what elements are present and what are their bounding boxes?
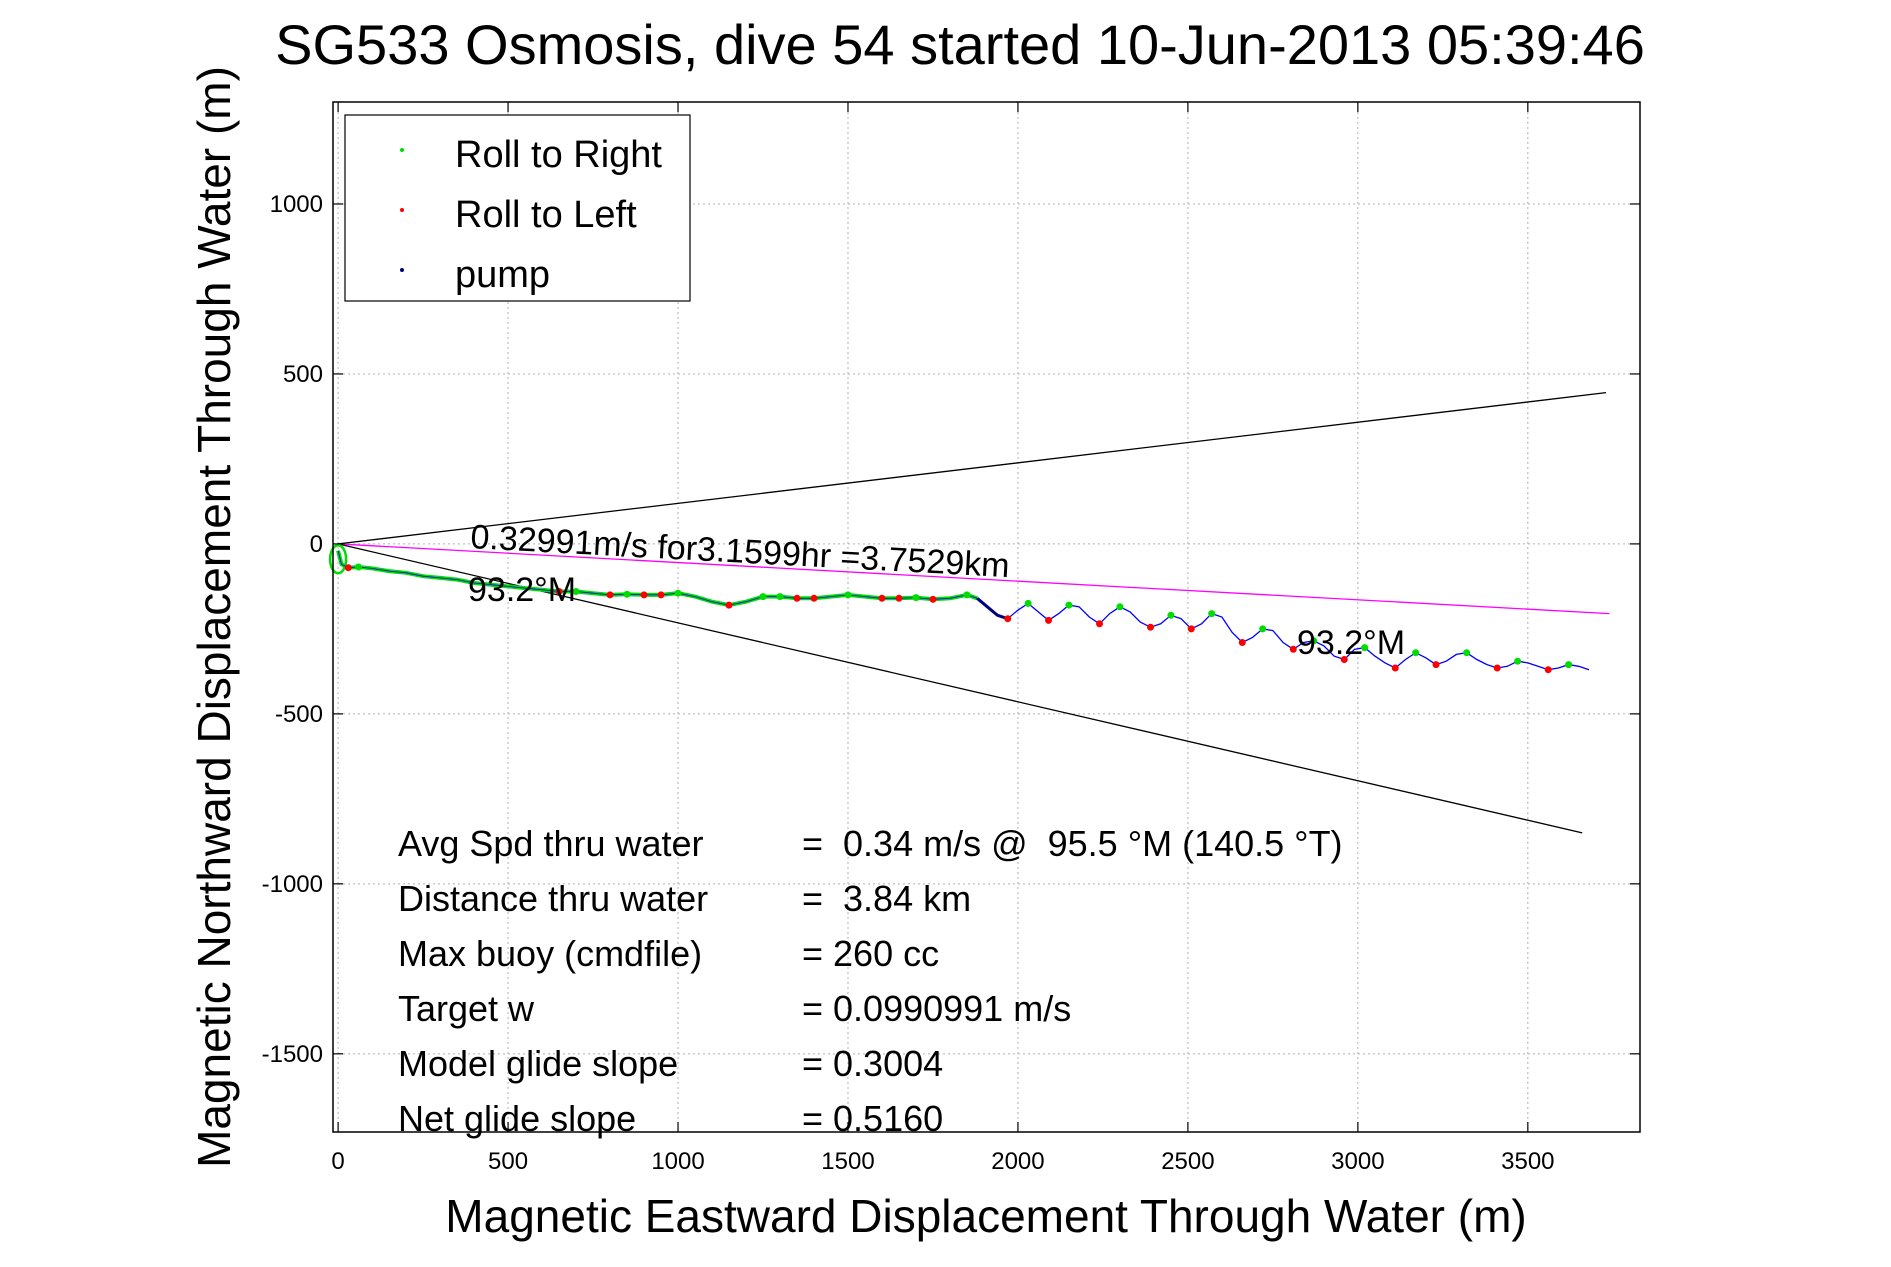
stat-value-model-glide: = 0.3004	[802, 1043, 943, 1084]
roll-right-marker	[1167, 611, 1175, 619]
roll-left-marker	[555, 588, 563, 596]
stats-block: Avg Spd thru water = 0.34 m/s @ 95.5 °M …	[398, 823, 1343, 1139]
y-tick-label: 500	[283, 361, 323, 388]
roll-right-marker	[844, 591, 852, 599]
x-tick-label: 500	[488, 1148, 528, 1175]
x-tick-label: 2500	[1161, 1148, 1214, 1175]
roll-right-marker	[1259, 625, 1267, 633]
envelope-line	[338, 391, 1607, 545]
x-tick-label: 2000	[991, 1148, 1044, 1175]
stat-label-avg-speed: Avg Spd thru water	[398, 823, 704, 864]
x-axis-label: Magnetic Eastward Displacement Through W…	[445, 1190, 1526, 1242]
roll-left-marker	[725, 601, 733, 609]
track-line	[976, 597, 1590, 671]
roll-right-marker	[1310, 637, 1318, 645]
pump-segment	[976, 597, 1009, 621]
x-tick-label: 0	[331, 1148, 344, 1175]
stat-value-target-w: = 0.0990991 m/s	[802, 988, 1071, 1029]
legend-marker-pump	[400, 268, 404, 272]
roll-left-marker	[344, 564, 352, 572]
roll-right-marker	[759, 593, 767, 601]
roll-right-marker	[1024, 599, 1032, 607]
roll-left-marker	[929, 595, 937, 603]
roll-left-marker	[878, 594, 886, 602]
roll-right-marker	[1412, 649, 1420, 657]
roll-left-marker	[1004, 615, 1012, 623]
axis-ticks: 0 500 1000 1500 2000 2500 3000 3500 -1500 -1000 -5…	[262, 102, 1640, 1175]
roll-right-marker	[1065, 601, 1073, 609]
y-tick-label: -1500	[262, 1041, 323, 1068]
track-start-loop	[328, 543, 348, 575]
stat-label-distance: Distance thru water	[398, 878, 708, 919]
heading-annotation-near: 93.2°M	[468, 571, 576, 609]
roll-left-marker	[1391, 664, 1399, 672]
stat-label-model-glide: Model glide slope	[398, 1043, 678, 1084]
roll-right-marker	[1514, 657, 1522, 665]
roll-right-marker	[1463, 649, 1471, 657]
legend-label-roll-left: Roll to Left	[455, 194, 637, 236]
roll-left-marker	[606, 591, 614, 599]
legend-label-pump: pump	[455, 254, 550, 296]
heading-annotation-far: 93.2°M	[1297, 624, 1405, 662]
x-tick-label: 1000	[651, 1148, 704, 1175]
legend-marker-roll-left	[400, 208, 404, 212]
roll-right-marker	[1565, 661, 1573, 669]
roll-right-marker	[912, 594, 920, 602]
roll-right-marker	[963, 591, 971, 599]
roll-right-marker	[1208, 610, 1216, 618]
roll-right-marker	[776, 593, 784, 601]
stat-label-net-glide: Net glide slope	[398, 1098, 636, 1139]
y-tick-label: -1000	[262, 871, 323, 898]
heading-line	[338, 543, 1610, 615]
roll-right-marker	[623, 590, 631, 598]
roll-right-marker	[1116, 603, 1124, 611]
roll-left-marker	[1493, 664, 1501, 672]
stat-value-max-buoy: = 260 cc	[802, 933, 939, 974]
roll-left-marker	[1045, 616, 1053, 624]
chart-title: SG533 Osmosis, dive 54 started 10-Jun-20…	[275, 13, 1645, 76]
stat-value-avg-speed: = 0.34 m/s @ 95.5 °M (140.5 °T)	[802, 823, 1343, 864]
dive-track	[328, 543, 1590, 674]
x-tick-label: 3500	[1501, 1148, 1554, 1175]
roll-left-marker	[1340, 655, 1348, 663]
roll-left-marker	[1289, 645, 1297, 653]
roll-right-marker	[674, 589, 682, 597]
stat-label-target-w: Target w	[398, 988, 535, 1029]
stat-value-distance: = 3.84 km	[802, 878, 971, 919]
roll-left-marker	[810, 594, 818, 602]
roll-left-marker	[640, 591, 648, 599]
roll-left-marker	[1544, 666, 1552, 674]
roll-left-marker	[1187, 625, 1195, 633]
stat-label-max-buoy: Max buoy (cmdfile)	[398, 933, 702, 974]
y-tick-label: 0	[310, 531, 323, 558]
legend-label-roll-right: Roll to Right	[455, 134, 662, 176]
roll-left-marker	[1238, 638, 1246, 646]
roll-right-marker	[1361, 644, 1369, 652]
x-tick-label: 1500	[821, 1148, 874, 1175]
legend-marker-roll-right	[400, 148, 404, 152]
stat-value-net-glide: = 0.5160	[802, 1098, 943, 1139]
axes-box	[332, 101, 1641, 1133]
roll-right-marker	[354, 563, 362, 571]
roll-left-marker	[1096, 620, 1104, 628]
roll-left-marker	[895, 594, 903, 602]
roll-left-marker	[1432, 661, 1440, 669]
roll-left-marker	[1147, 623, 1155, 631]
y-axis-label: Magnetic Northward Displacement Through …	[188, 66, 240, 1168]
y-tick-label: 1000	[270, 191, 323, 218]
roll-left-marker	[793, 594, 801, 602]
roll-left-marker	[657, 591, 665, 599]
x-tick-label: 3000	[1331, 1148, 1384, 1175]
roll-right-marker	[572, 588, 580, 596]
y-tick-label: -500	[275, 701, 323, 728]
legend: Roll to Right Roll to Left pump	[344, 114, 691, 302]
